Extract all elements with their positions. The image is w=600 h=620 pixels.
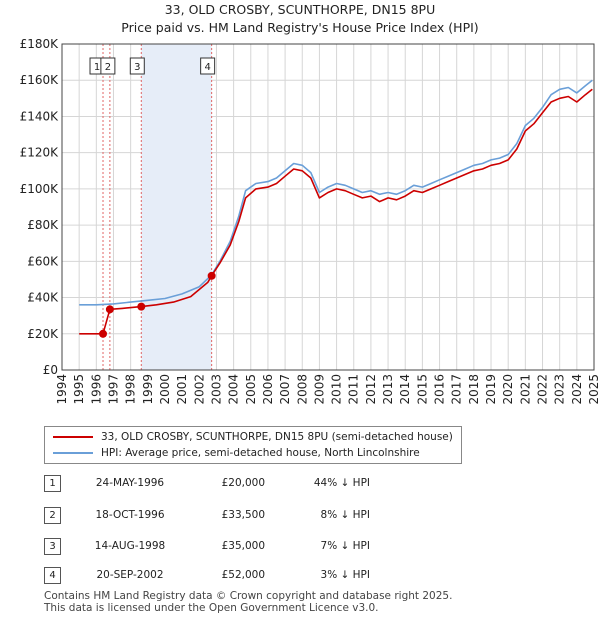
sale-date: 20-SEP-2002 <box>96 569 164 581</box>
sale-marker-box <box>200 57 216 75</box>
sale-point <box>105 305 114 314</box>
sale-point <box>99 329 108 338</box>
x-tick-label: 2001 <box>175 374 189 405</box>
sale-row: 4 20-SEP-2002 £52,000 3% ↓ HPI <box>0 567 600 587</box>
x-tick-label: 1994 <box>55 374 69 405</box>
sale-row: 3 14-AUG-1998 £35,000 7% ↓ HPI <box>0 538 600 558</box>
chart-subtitle: Price paid vs. HM Land Registry's House … <box>121 20 479 35</box>
sale-marker-label: 3 <box>134 62 140 73</box>
sale-hpi-diff: 44% ↓ HPI <box>313 477 370 489</box>
sale-row: 1 24-MAY-1996 £20,000 44% ↓ HPI <box>0 475 600 495</box>
x-tick-label: 2019 <box>484 374 498 405</box>
x-tick-label: 1996 <box>89 374 103 405</box>
x-tick-label: 1998 <box>124 374 138 405</box>
x-tick-label: 2002 <box>192 374 206 405</box>
x-tick-label: 2015 <box>415 374 429 405</box>
x-tick-label: 2008 <box>295 374 309 405</box>
y-tick-label: £80K <box>27 218 59 232</box>
legend-swatch-property <box>53 436 93 438</box>
x-tick-label: 2021 <box>518 374 532 405</box>
x-tick-label: 2011 <box>347 374 361 405</box>
chart-title: 33, OLD CROSBY, SCUNTHORPE, DN15 8PU <box>164 2 436 17</box>
y-tick-label: £40K <box>27 291 59 305</box>
x-tick-label: 2005 <box>244 374 258 405</box>
x-tick-label: 2024 <box>570 374 584 405</box>
sale-hpi-diff: 7% ↓ HPI <box>320 540 370 552</box>
x-tick-label: 2014 <box>398 374 412 405</box>
y-tick-label: £60K <box>27 254 59 268</box>
y-tick-label: £0 <box>43 363 58 377</box>
legend-label-hpi: HPI: Average price, semi-detached house,… <box>101 447 420 459</box>
x-tick-label: 2013 <box>381 374 395 405</box>
sale-marker-box <box>100 57 116 75</box>
x-tick-label: 2006 <box>261 374 275 405</box>
highlight-band <box>141 44 212 370</box>
x-tick-label: 2017 <box>450 374 464 405</box>
sale-date: 24-MAY-1996 <box>95 477 165 489</box>
sale-point <box>137 302 146 311</box>
chart-legend: 33, OLD CROSBY, SCUNTHORPE, DN15 8PU (se… <box>44 426 462 464</box>
sale-hpi-diff: 8% ↓ HPI <box>320 509 370 521</box>
x-tick-label: 1999 <box>141 374 155 405</box>
x-tick-label: 2020 <box>501 374 515 405</box>
y-tick-label: £100K <box>20 182 60 196</box>
legend-label-property: 33, OLD CROSBY, SCUNTHORPE, DN15 8PU (se… <box>101 431 453 443</box>
sale-price: £33,500 <box>221 509 265 521</box>
sale-hpi-diff: 3% ↓ HPI <box>320 569 370 581</box>
sale-marker-box <box>129 57 145 75</box>
sale-marker-label: 4 <box>204 62 210 73</box>
legend-entry-hpi: HPI: Average price, semi-detached house,… <box>53 445 420 461</box>
y-tick-label: £180K <box>20 37 60 51</box>
x-tick-label: 2009 <box>312 374 326 405</box>
sale-number-badge: 2 <box>44 507 61 524</box>
x-tick-label: 2018 <box>467 374 481 405</box>
sale-marker-label: 2 <box>105 62 111 73</box>
x-tick-label: 2022 <box>536 374 550 405</box>
x-tick-label: 1997 <box>106 374 120 405</box>
plot-frame <box>61 43 595 371</box>
sale-number-badge: 1 <box>44 475 61 492</box>
sale-date: 14-AUG-1998 <box>94 540 166 552</box>
y-tick-label: £120K <box>20 146 60 160</box>
sale-price: £35,000 <box>221 540 265 552</box>
sale-marker-label: 1 <box>94 62 100 73</box>
y-tick-label: £20K <box>27 327 59 341</box>
legend-entry-property: 33, OLD CROSBY, SCUNTHORPE, DN15 8PU (se… <box>53 429 453 445</box>
footer-copyright: Contains HM Land Registry data © Crown c… <box>44 590 453 602</box>
x-tick-label: 2000 <box>158 374 172 405</box>
x-tick-label: 2025 <box>587 374 600 405</box>
sale-date: 18-OCT-1996 <box>95 509 165 521</box>
x-tick-label: 2016 <box>433 374 447 405</box>
legend-swatch-hpi <box>53 452 93 454</box>
sale-point <box>207 271 216 280</box>
sale-number-badge: 3 <box>44 538 61 555</box>
footer-license: This data is licensed under the Open Gov… <box>44 602 379 614</box>
y-tick-label: £160K <box>20 73 60 87</box>
x-tick-label: 2004 <box>227 374 241 405</box>
x-tick-label: 2003 <box>209 374 223 405</box>
y-tick-label: £140K <box>20 109 60 123</box>
series-line-hpi <box>79 79 593 306</box>
sale-number-badge: 4 <box>44 567 61 584</box>
sale-row: 2 18-OCT-1996 £33,500 8% ↓ HPI <box>0 507 600 527</box>
x-tick-label: 2023 <box>553 374 567 405</box>
x-tick-label: 2007 <box>278 374 292 405</box>
x-tick-label: 2010 <box>330 374 344 405</box>
x-tick-label: 1995 <box>72 374 86 405</box>
sale-price: £20,000 <box>221 477 265 489</box>
x-tick-label: 2012 <box>364 374 378 405</box>
sale-price: £52,000 <box>221 569 265 581</box>
